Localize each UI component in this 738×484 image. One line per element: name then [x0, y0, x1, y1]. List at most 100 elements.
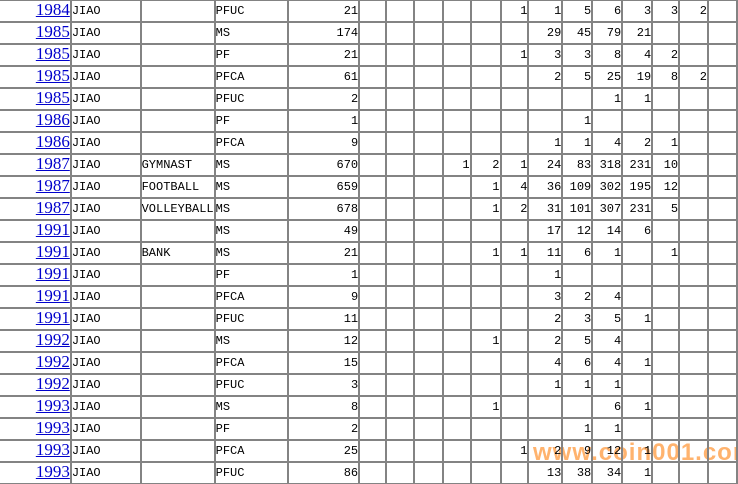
grade-count-cell — [412, 461, 444, 484]
grade-count-cell: 1 — [469, 241, 502, 265]
grade-count-cell — [469, 87, 502, 111]
grade-count-cell — [499, 131, 530, 155]
year-link[interactable]: 1984 — [35, 0, 70, 19]
grade-count-cell — [441, 197, 472, 221]
year-link[interactable]: 1991 — [35, 220, 70, 239]
grade-count-cell — [358, 263, 387, 287]
issuer-cell: JIAO — [69, 351, 142, 375]
grade-count-cell: 24 — [527, 153, 564, 177]
grade-count-cell — [499, 285, 530, 309]
year-link[interactable]: 1987 — [35, 198, 70, 217]
grade-count-cell — [358, 351, 387, 375]
year-link[interactable]: 1986 — [35, 132, 70, 151]
year-cell: 1987 — [0, 153, 72, 177]
grade-count-cell — [385, 197, 415, 221]
grade-count-cell: 4 — [621, 43, 654, 67]
year-link[interactable]: 1993 — [35, 418, 70, 437]
table-row: 1986 JIAO PFCA 9 1 1 4 2 1 — [0, 131, 738, 155]
year-link[interactable]: 1985 — [35, 88, 70, 107]
grade-count-cell — [412, 439, 444, 463]
grade-count-cell — [385, 131, 415, 155]
year-link[interactable]: 1993 — [35, 462, 70, 481]
grade-count-cell: 83 — [561, 153, 594, 177]
total-count-cell: 174 — [287, 21, 361, 45]
year-link[interactable]: 1991 — [35, 308, 70, 327]
grade-count-cell: 318 — [591, 153, 624, 177]
grade-count-cell — [385, 351, 415, 375]
table-row: 1985 JIAO PF 21 1 3 3 8 4 2 — [0, 43, 738, 67]
year-link[interactable]: 1992 — [35, 352, 70, 371]
grade-count-cell — [441, 263, 472, 287]
total-count-cell: 678 — [287, 197, 361, 221]
grade-count-cell: 1 — [591, 87, 624, 111]
grade-count-cell — [591, 109, 624, 133]
total-count-cell: 61 — [287, 65, 361, 89]
table-row: 1993 JIAO PFUC 86 13 38 34 1 — [0, 461, 738, 484]
grade-count-cell: 5 — [561, 329, 594, 353]
year-link[interactable]: 1993 — [35, 440, 70, 459]
grade-count-cell — [385, 43, 415, 67]
table-row: 1985 JIAO PFCA 61 2 5 25 19 8 2 — [0, 65, 738, 89]
grade-count-cell: 1 — [561, 373, 594, 397]
year-link[interactable]: 1991 — [35, 264, 70, 283]
year-link[interactable]: 1992 — [35, 374, 70, 393]
grade-count-cell — [441, 21, 472, 45]
year-link[interactable]: 1987 — [35, 176, 70, 195]
year-link[interactable]: 1985 — [35, 66, 70, 85]
grade-count-cell: 25 — [591, 65, 624, 89]
grade-count-cell — [678, 263, 709, 287]
series-cell — [139, 87, 216, 111]
series-cell: BANK — [139, 241, 216, 265]
grade-count-cell: 4 — [527, 351, 564, 375]
grade-code-cell: PFUC — [213, 87, 290, 111]
grade-count-cell: 4 — [499, 175, 530, 199]
year-cell: 1986 — [0, 131, 72, 155]
grade-count-cell — [499, 351, 530, 375]
grade-count-cell: 1 — [469, 395, 502, 419]
table-row: 1991 JIAO PFCA 9 3 2 4 — [0, 285, 738, 309]
issuer-cell: JIAO — [69, 131, 142, 155]
grade-code-cell: MS — [213, 241, 290, 265]
issuer-cell: JIAO — [69, 329, 142, 353]
year-link[interactable]: 1993 — [35, 396, 70, 415]
total-count-cell: 3 — [287, 373, 361, 397]
series-cell: FOOTBALL — [139, 175, 216, 199]
table-row: 1992 JIAO PFCA 15 4 6 4 1 — [0, 351, 738, 375]
grade-count-cell — [706, 373, 738, 397]
grade-count-cell — [469, 461, 502, 484]
year-link[interactable]: 1985 — [35, 22, 70, 41]
grade-count-cell: 4 — [591, 351, 624, 375]
grade-count-cell — [651, 329, 681, 353]
grade-count-cell — [441, 131, 472, 155]
total-count-cell: 9 — [287, 285, 361, 309]
grade-count-cell — [651, 373, 681, 397]
grade-count-cell — [499, 461, 530, 484]
grade-count-cell — [678, 87, 709, 111]
grade-count-cell — [499, 329, 530, 353]
table-row: 1993 JIAO PF 2 1 1 — [0, 417, 738, 441]
year-link[interactable]: 1986 — [35, 110, 70, 129]
grade-code-cell: PFCA — [213, 131, 290, 155]
grade-count-cell — [561, 395, 594, 419]
year-link[interactable]: 1991 — [35, 242, 70, 261]
year-cell: 1985 — [0, 87, 72, 111]
grade-count-cell — [651, 417, 681, 441]
year-cell: 1993 — [0, 439, 72, 463]
table-row: 1992 JIAO MS 12 1 2 5 4 — [0, 329, 738, 353]
year-link[interactable]: 1991 — [35, 286, 70, 305]
year-link[interactable]: 1985 — [35, 44, 70, 63]
grade-count-cell — [385, 307, 415, 331]
year-link[interactable]: 1992 — [35, 330, 70, 349]
issuer-cell: JIAO — [69, 175, 142, 199]
total-count-cell: 21 — [287, 241, 361, 265]
grade-count-cell: 1 — [527, 373, 564, 397]
year-cell: 1985 — [0, 21, 72, 45]
grade-code-cell: MS — [213, 329, 290, 353]
issuer-cell: JIAO — [69, 307, 142, 331]
year-link[interactable]: 1987 — [35, 154, 70, 173]
grade-count-cell — [412, 175, 444, 199]
series-cell — [139, 417, 216, 441]
total-count-cell: 49 — [287, 219, 361, 243]
grade-count-cell — [358, 43, 387, 67]
